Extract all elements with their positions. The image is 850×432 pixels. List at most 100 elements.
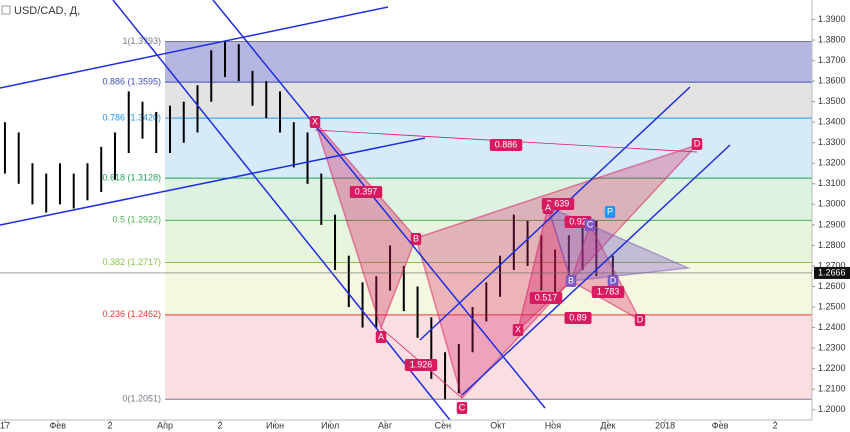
annotation-label: 0.517 xyxy=(535,292,558,302)
trend-line xyxy=(0,137,426,226)
fib-label: 0.382 (1.2717) xyxy=(102,257,161,267)
y-tick-label: 1.2100 xyxy=(818,384,846,394)
fib-band xyxy=(165,82,812,119)
x-tick-label: Июл xyxy=(321,420,339,430)
x-tick-label: Сен xyxy=(435,420,452,430)
annotation-label: P xyxy=(607,206,613,216)
fib-band xyxy=(165,41,812,83)
last-price-label: 1.2666 xyxy=(818,267,846,277)
annotation-label: B xyxy=(413,233,419,243)
y-tick-label: 1.3100 xyxy=(818,178,846,188)
y-tick-label: 1.2300 xyxy=(818,342,846,352)
y-tick-label: 1.2200 xyxy=(818,363,846,373)
annotation-label: B xyxy=(568,275,574,285)
annotation-label: 0.886 xyxy=(495,139,518,149)
annotation-box xyxy=(542,202,554,214)
annotation-label: 0.89 xyxy=(569,312,587,322)
x-tick-label: Дек xyxy=(600,420,615,430)
y-tick-label: 1.2600 xyxy=(818,281,846,291)
annotation-label: 0.92 xyxy=(569,216,587,226)
axes: 1.2000 1.2100 1.2200 1.2300 1.2400 1.2500 1.26… xyxy=(0,14,850,430)
y-tick-label: 1.3900 xyxy=(818,14,846,24)
annotation-label: 1.926 xyxy=(410,359,433,369)
annotation-label: 0.397 xyxy=(355,186,378,196)
annotation-label: 0.639 xyxy=(547,198,570,208)
fib-label: 0.886 (1.3595) xyxy=(102,77,161,87)
annotation-box xyxy=(456,402,468,414)
y-tick-label: 1.2400 xyxy=(818,322,846,332)
trend-line xyxy=(0,6,389,89)
annotation-box xyxy=(410,233,422,245)
last-price-box xyxy=(814,266,850,279)
x-tick-label: 17 xyxy=(0,420,10,430)
annotation-box xyxy=(634,314,646,326)
fib-label: 1(1.3793) xyxy=(122,36,161,46)
annotation-box xyxy=(512,324,524,336)
annotation-label: C xyxy=(459,402,466,412)
annotation-box xyxy=(404,359,438,371)
x-tick-label: Июн xyxy=(266,420,284,430)
fib-label: 0.618 (1.3128) xyxy=(102,172,161,182)
y-tick-label: 1.3000 xyxy=(818,199,846,209)
annotation-label: C xyxy=(587,219,594,229)
annotation-box xyxy=(591,286,625,298)
annotation-label: 1.783 xyxy=(597,286,620,296)
fib-label: 0.236 (1.2462) xyxy=(102,309,161,319)
pattern-shape xyxy=(314,121,417,331)
fib-label: 0(1.2051) xyxy=(122,394,161,404)
collapse-icon[interactable] xyxy=(1,5,11,15)
y-tick-label: 1.2800 xyxy=(818,240,846,250)
y-tick-label: 1.3400 xyxy=(818,117,846,127)
x-tick-label: Апр xyxy=(157,420,173,430)
x-tick-label: Фев xyxy=(49,420,66,430)
annotation-label: X xyxy=(515,324,521,334)
y-tick-label: 1.2900 xyxy=(818,219,846,229)
annotation-box xyxy=(604,206,616,218)
x-tick-label: 2 xyxy=(218,420,223,430)
annotation-label: A xyxy=(545,202,551,212)
trend-line xyxy=(419,86,691,341)
annotation-box xyxy=(565,275,577,287)
x-tick-label: Ноя xyxy=(545,420,562,430)
annotation-box xyxy=(349,186,383,198)
y-tick-label: 1.3300 xyxy=(818,137,846,147)
x-tick-label: 2 xyxy=(108,420,113,430)
annotation-label: D xyxy=(694,138,701,148)
annotation-box xyxy=(375,331,387,343)
annotation-box xyxy=(564,312,592,324)
annotation-box xyxy=(584,219,596,231)
annotation-box xyxy=(309,116,321,128)
trend-line xyxy=(112,0,451,421)
y-tick-label: 1.3800 xyxy=(818,34,846,44)
y-tick-label: 1.3500 xyxy=(818,96,846,106)
fib-label: 0.786 (1.3420) xyxy=(102,112,161,122)
trend-line xyxy=(212,0,546,409)
fib-band xyxy=(165,314,812,400)
x-tick-label: Окт xyxy=(490,420,505,430)
chart-title: USD/CAD, Д, xyxy=(14,5,80,17)
fib-label: 0.5 (1.2922) xyxy=(112,215,161,225)
annotation-box xyxy=(691,138,703,150)
y-tick-label: 1.2000 xyxy=(818,404,846,414)
trend-line xyxy=(461,144,731,396)
annotation-label: D xyxy=(610,275,617,285)
fib-band xyxy=(165,118,812,179)
y-tick-label: 1.3200 xyxy=(818,158,846,168)
annotation-label: X xyxy=(312,116,318,126)
y-tick-label: 1.3700 xyxy=(818,55,846,65)
fib-band xyxy=(165,262,812,315)
price-bars xyxy=(3,41,614,400)
x-tick-label: Фев xyxy=(712,420,729,430)
annotation-label: D xyxy=(637,314,644,324)
x-tick-label: Авг xyxy=(378,420,393,430)
fib-band xyxy=(165,220,812,263)
x-tick-label: 2018 xyxy=(655,420,675,430)
annotation-box xyxy=(529,292,563,304)
annotation-label: A xyxy=(378,331,384,341)
annotation-box xyxy=(489,139,523,151)
annotation-box xyxy=(607,275,619,287)
y-tick-label: 1.2700 xyxy=(818,260,846,270)
